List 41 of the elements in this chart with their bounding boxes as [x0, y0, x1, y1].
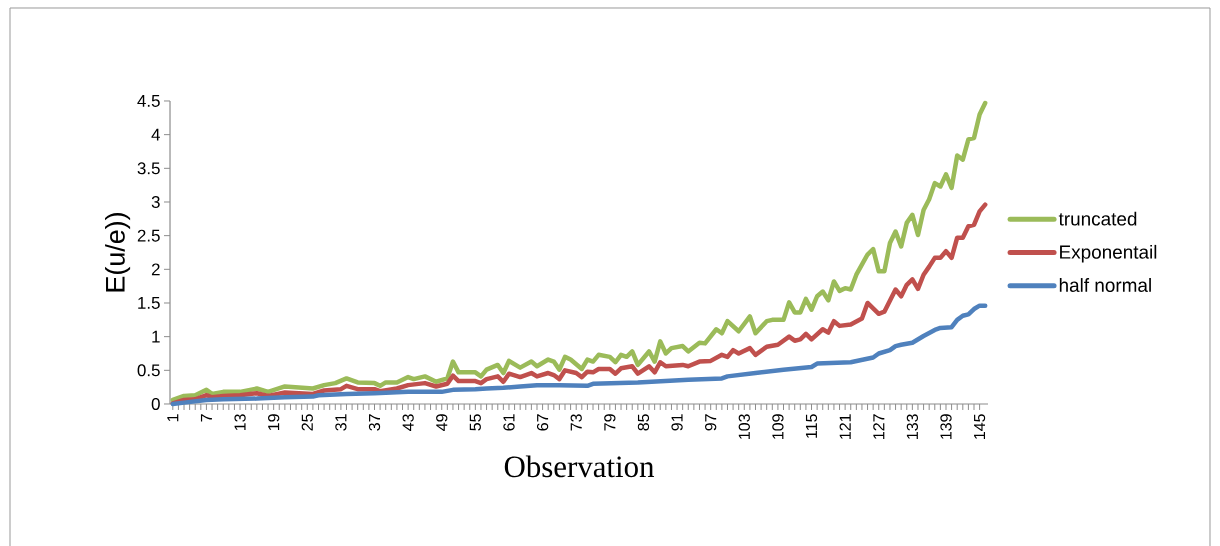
x-tick-label: 85	[637, 414, 650, 431]
y-tick-label: 2.5	[137, 229, 160, 242]
line-series	[170, 100, 988, 403]
x-tick-label: 55	[469, 414, 481, 431]
x-tick-label: 7	[200, 414, 212, 422]
x-tick-label: 91	[671, 414, 683, 431]
legend-label: Exponentail	[1060, 244, 1157, 263]
x-tick-label: 97	[705, 414, 717, 431]
x-tick-label: 127	[873, 414, 885, 439]
x-tick-label: 79	[604, 414, 616, 431]
y-tick-label: 4.5	[137, 95, 160, 107]
x-tick-label: 1	[167, 414, 179, 422]
x-tick-label: 115	[805, 414, 818, 438]
y-tick-label: 0.5	[137, 364, 160, 377]
y-tick-label: 1	[152, 330, 160, 343]
x-tick-label: 133	[906, 414, 919, 439]
x-tick-label: 61	[503, 414, 515, 431]
x-tick-label: 109	[772, 414, 784, 439]
y-tick-label: 2	[151, 263, 160, 276]
x-tick-label: 25	[301, 414, 313, 431]
x-tick-label: 121	[839, 414, 851, 439]
legend-label: half normal	[1059, 278, 1151, 292]
x-tick-label: 19	[268, 414, 280, 431]
x-tick-label: 103	[738, 414, 750, 439]
y-tick-label: 4	[151, 128, 160, 141]
x-tick-label: 139	[940, 414, 952, 439]
y-tick-label: 1.5	[138, 297, 160, 309]
y-tick-label: 3.5	[137, 162, 160, 175]
x-tick-label: 37	[368, 414, 381, 431]
x-tick-label: 43	[402, 414, 414, 431]
x-tick-label: 73	[570, 414, 582, 431]
y-tick-label: 3	[151, 195, 160, 208]
x-tick-label: 31	[335, 414, 347, 431]
x-tick-label: 67	[536, 414, 549, 431]
y-axis-title: E(u/e))	[105, 213, 131, 292]
y-tick-label: 0	[151, 397, 160, 410]
x-tick-label: 49	[436, 414, 448, 431]
legend-label: truncated	[1058, 211, 1137, 226]
x-tick-label: 13	[234, 414, 246, 431]
x-axis-title: Observation	[504, 455, 655, 478]
x-tick-label: 145	[974, 414, 986, 439]
